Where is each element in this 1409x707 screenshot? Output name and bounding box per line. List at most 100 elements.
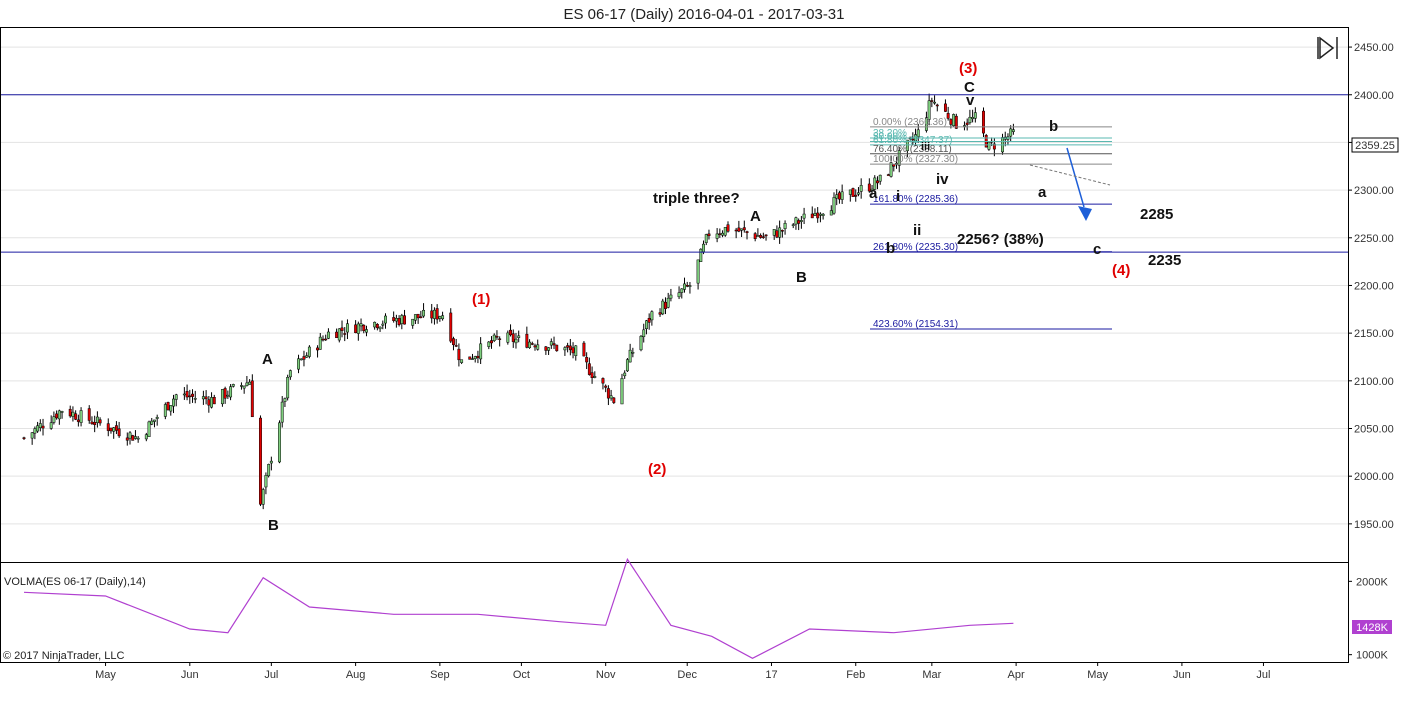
x-tick-label: Feb	[846, 669, 865, 681]
x-tick-label: May	[95, 669, 116, 681]
wave-label-iv: iv	[936, 171, 949, 188]
candle-body	[612, 397, 616, 403]
candle-body	[394, 318, 398, 322]
candle-body	[772, 229, 776, 236]
candle-body	[416, 313, 420, 319]
candle-body	[68, 408, 72, 417]
candle-body	[606, 388, 610, 399]
candle-body	[220, 389, 224, 405]
candle-body	[759, 235, 763, 238]
candle-body	[780, 230, 784, 232]
price-tick-label: 2100.00	[1354, 376, 1394, 388]
wave-label-v: v	[966, 92, 975, 109]
candle-body	[150, 420, 154, 425]
candle-body	[968, 116, 972, 123]
candle-body	[666, 297, 670, 308]
candle-body	[721, 232, 725, 236]
candle-body	[384, 315, 387, 324]
candlesticks	[22, 93, 1015, 510]
candle-body	[223, 388, 227, 399]
candle-body	[174, 394, 178, 400]
candle-body	[857, 192, 860, 195]
price-tick-label: 2150.00	[1354, 328, 1394, 340]
candle-body	[95, 416, 99, 423]
candle-body	[492, 334, 496, 341]
candle-body	[783, 223, 787, 229]
candle-body	[128, 432, 132, 439]
candle-body	[318, 336, 322, 350]
candle-body	[973, 112, 977, 119]
candle-body	[848, 189, 852, 195]
candle-body	[965, 122, 969, 125]
candle-body	[549, 341, 553, 346]
candle-body	[715, 233, 719, 239]
candle-body	[98, 419, 102, 424]
candle-body	[490, 340, 493, 344]
candle-body	[585, 357, 589, 363]
x-tick-label: May	[1087, 669, 1108, 681]
x-axis: May Jun Jul Aug Sep Oct Nov Dec 17 Feb Mar Apr May Ju…	[95, 662, 1270, 681]
candle-body	[112, 427, 116, 432]
candle-body	[552, 343, 556, 346]
candle-body	[267, 464, 271, 477]
candle-body	[840, 191, 844, 200]
candle-body	[479, 343, 483, 360]
candle-body	[248, 381, 252, 385]
candle-body	[316, 347, 320, 351]
candle-body	[514, 338, 518, 344]
horizontal-lines	[1, 94, 1348, 253]
candle-body	[326, 331, 330, 339]
candle-body	[949, 119, 953, 125]
skip-forward-icon[interactable]	[1317, 36, 1338, 60]
candle-body	[38, 423, 42, 428]
candle-body	[620, 378, 624, 405]
candle-body	[933, 101, 937, 104]
candle-body	[36, 425, 40, 432]
x-tick-label: Nov	[596, 669, 616, 681]
candle-body	[449, 312, 453, 342]
candle-body	[685, 285, 689, 287]
candle-body	[430, 310, 434, 319]
candle-body	[76, 419, 80, 422]
candle-body	[438, 316, 442, 319]
candle-body	[718, 233, 722, 235]
wave-label-a2: a	[1038, 184, 1047, 201]
wave-label-red-1: (1)	[472, 291, 490, 308]
wave-label-A1: A	[262, 351, 273, 368]
candle-body	[55, 413, 59, 419]
candle-body	[1011, 129, 1015, 132]
candle-body	[873, 177, 877, 190]
volume-ma-path	[23, 557, 1014, 659]
candle-body	[740, 228, 744, 231]
candle-body	[642, 329, 646, 337]
candle-body	[536, 344, 540, 350]
candle-body	[452, 338, 455, 346]
candle-body	[927, 100, 931, 120]
candle-body	[590, 372, 594, 378]
candle-body	[867, 183, 871, 192]
volume-ma-line	[23, 557, 1014, 659]
candle-body	[79, 410, 83, 423]
x-tick-label: Apr	[1008, 669, 1025, 681]
candle-body	[688, 285, 692, 287]
fib-level-label: 61.80% (2347.37)	[873, 135, 953, 146]
candle-body	[201, 396, 205, 400]
candle-body	[106, 423, 110, 431]
candle-body	[297, 358, 300, 370]
volume-y-axis: 2000K 1000K	[1348, 576, 1388, 662]
candle-body	[571, 347, 575, 354]
candle-body	[269, 460, 273, 464]
candle-body	[302, 356, 306, 360]
fib-level-label: 0.00% (2366.36)	[873, 117, 947, 128]
x-tick-label: Dec	[677, 669, 697, 681]
candle-body	[916, 129, 920, 138]
wave-label-A2: A	[750, 208, 761, 225]
candle-body	[876, 180, 879, 184]
candle-body	[185, 391, 189, 398]
note-2256: 2256? (38%)	[957, 231, 1044, 248]
candle-body	[647, 318, 651, 323]
candle-body	[742, 227, 746, 231]
fibonacci-levels: 0.00% (2366.36)38.20%50.00%61.80% (2347.…	[870, 117, 1112, 330]
current-volume-marker: 1428K	[1352, 620, 1392, 634]
